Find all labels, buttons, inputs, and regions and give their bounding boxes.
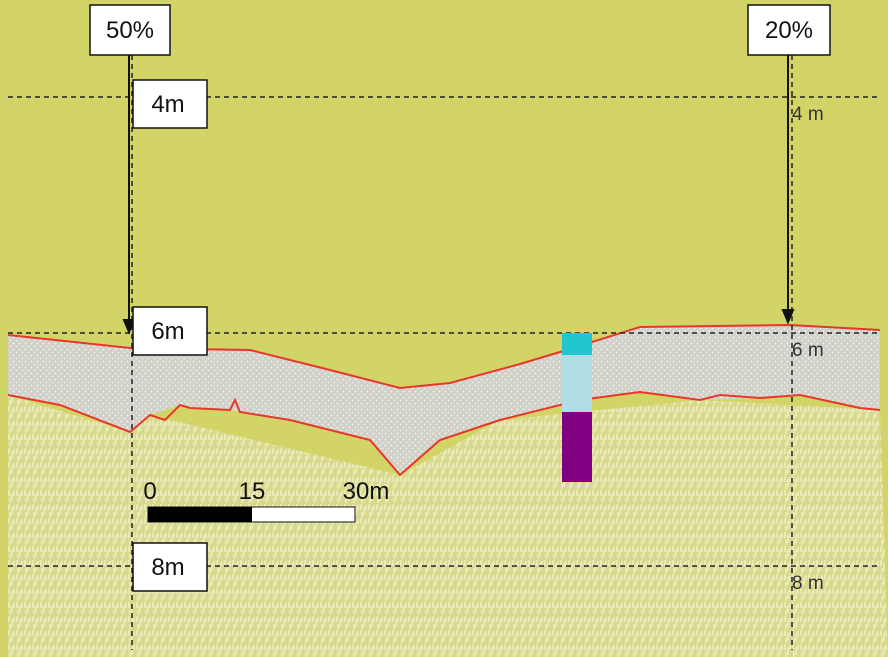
depth-mark: 8 m	[792, 573, 824, 594]
arrow-head	[122, 319, 136, 335]
callout-box	[747, 4, 831, 56]
depth-box	[132, 542, 208, 592]
color-segment	[562, 355, 592, 412]
callout-label: 50%	[106, 17, 154, 44]
scale-label: 15	[239, 478, 266, 505]
color-segment	[562, 412, 592, 482]
depth-box	[132, 79, 208, 129]
color-segment	[562, 333, 592, 355]
top-boundary	[7, 323, 881, 390]
callout-label: 20%	[765, 17, 813, 44]
sediment-band	[8, 325, 880, 475]
scale-label: 30m	[343, 478, 390, 505]
arrow-head	[781, 309, 795, 325]
depth-mark: 4 m	[792, 104, 824, 125]
depth-label: 8m	[151, 554, 184, 581]
arrows	[122, 55, 795, 335]
callout-box	[89, 4, 171, 56]
depth-box	[132, 306, 208, 356]
depth-mark: 6 m	[792, 340, 824, 361]
sub-bottom	[8, 395, 888, 657]
bottom-boundary	[7, 390, 881, 477]
scale-fill	[148, 507, 252, 522]
callouts: 50% 20% 4m 6m 8m	[89, 4, 831, 592]
depth-label: 4m	[151, 91, 184, 118]
scale-label: 0	[143, 478, 156, 505]
depth-label: 6m	[151, 318, 184, 345]
scale-bar: 0 15 30m	[143, 478, 390, 523]
